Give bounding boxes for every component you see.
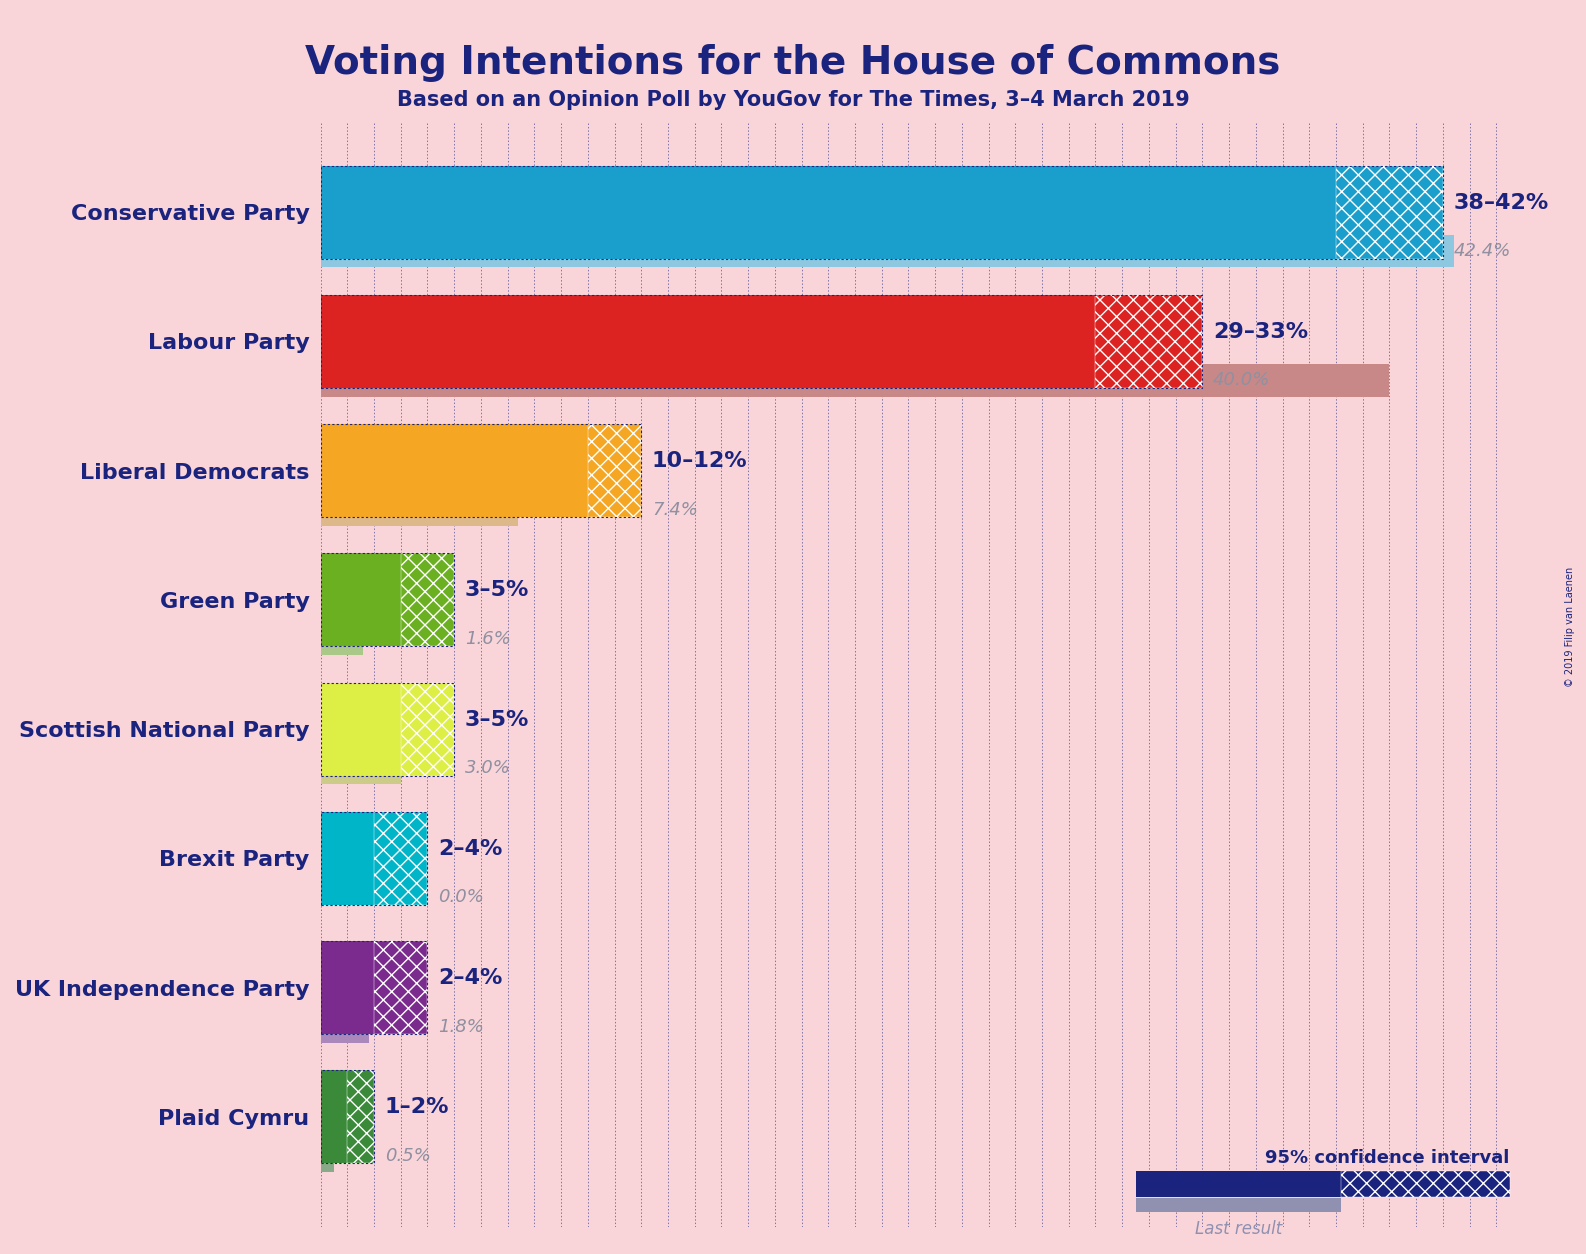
Bar: [320, 493, 519, 525]
Bar: [320, 553, 454, 646]
Text: 3–5%: 3–5%: [465, 710, 530, 730]
Text: 0.0%: 0.0%: [438, 888, 484, 907]
Bar: [320, 752, 401, 785]
Text: 40.0%: 40.0%: [1213, 371, 1270, 390]
Bar: [1335, 166, 1443, 258]
Bar: [1342, 1171, 1510, 1196]
Bar: [588, 424, 641, 517]
Text: 95% confidence interval
with median: 95% confidence interval with median: [1266, 1149, 1510, 1191]
Bar: [347, 1070, 374, 1164]
Bar: [1136, 1171, 1342, 1196]
Text: 38–42%: 38–42%: [1453, 193, 1550, 213]
Bar: [320, 811, 428, 905]
Bar: [1096, 295, 1202, 387]
Bar: [374, 940, 428, 1035]
Bar: [320, 1070, 374, 1164]
Text: 3.0%: 3.0%: [465, 759, 511, 777]
Bar: [320, 622, 363, 655]
Text: 2–4%: 2–4%: [438, 968, 503, 988]
Bar: [320, 424, 588, 517]
Bar: [320, 1140, 335, 1172]
Text: 0.5%: 0.5%: [385, 1147, 431, 1165]
Bar: [320, 940, 374, 1035]
Bar: [320, 364, 1389, 396]
Bar: [1136, 1198, 1342, 1211]
Bar: [401, 682, 454, 775]
Text: 7.4%: 7.4%: [652, 500, 698, 519]
Text: 42.4%: 42.4%: [1453, 242, 1511, 260]
Bar: [320, 940, 428, 1035]
Text: 1–2%: 1–2%: [385, 1097, 449, 1117]
Text: Last result: Last result: [1194, 1220, 1281, 1238]
Bar: [320, 682, 454, 775]
Bar: [320, 424, 641, 517]
Bar: [320, 1070, 347, 1164]
Bar: [320, 166, 1335, 258]
Text: Voting Intentions for the House of Commons: Voting Intentions for the House of Commo…: [306, 44, 1280, 82]
Bar: [320, 295, 1202, 387]
Bar: [374, 811, 428, 905]
Text: 1.8%: 1.8%: [438, 1018, 484, 1036]
Text: 2–4%: 2–4%: [438, 839, 503, 859]
Bar: [320, 295, 1096, 387]
Text: 10–12%: 10–12%: [652, 451, 747, 472]
Text: 1.6%: 1.6%: [465, 630, 511, 648]
Bar: [320, 553, 401, 646]
Bar: [320, 682, 401, 775]
Bar: [320, 234, 1453, 267]
Text: © 2019 Filip van Laenen: © 2019 Filip van Laenen: [1565, 567, 1575, 687]
Text: 3–5%: 3–5%: [465, 581, 530, 601]
Bar: [320, 811, 374, 905]
Bar: [320, 1011, 368, 1043]
Text: Based on an Opinion Poll by YouGov for The Times, 3–4 March 2019: Based on an Opinion Poll by YouGov for T…: [396, 90, 1190, 110]
Bar: [320, 166, 1443, 258]
Text: 29–33%: 29–33%: [1213, 322, 1308, 342]
Bar: [401, 553, 454, 646]
